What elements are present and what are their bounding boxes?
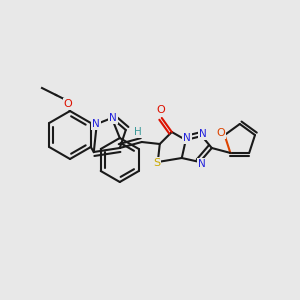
Text: H: H [134, 127, 142, 137]
Text: N: N [199, 129, 207, 139]
Text: O: O [64, 99, 72, 109]
Text: N: N [198, 159, 206, 169]
Text: O: O [156, 105, 165, 115]
Text: N: N [92, 119, 100, 129]
Text: N: N [183, 133, 191, 143]
Text: N: N [109, 113, 117, 123]
Text: S: S [153, 158, 160, 168]
Text: O: O [216, 128, 225, 138]
